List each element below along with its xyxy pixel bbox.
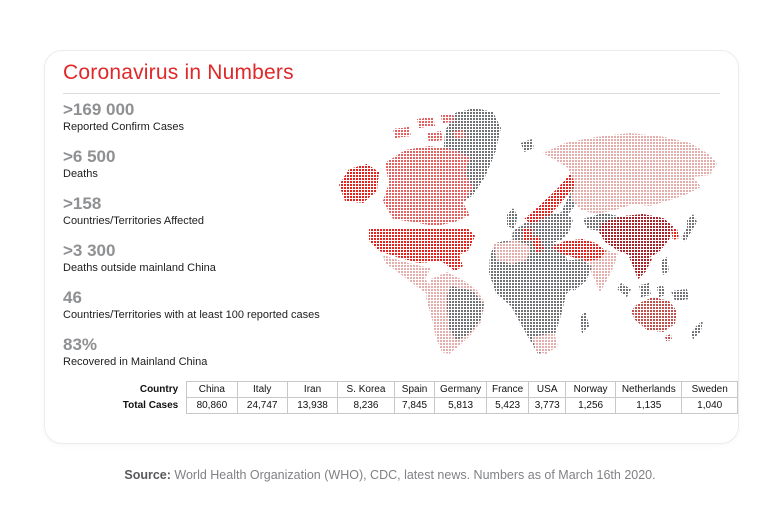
- map-region-borneo: [639, 283, 651, 297]
- table-cell-value: 1,040: [681, 397, 738, 414]
- stat-value: >6 500: [63, 147, 116, 166]
- map-region-tasmania: [665, 334, 672, 341]
- table-col-header: Germany: [434, 381, 487, 398]
- map-region-philippines: [661, 257, 669, 275]
- map-region-australia: [631, 297, 677, 332]
- table-col-header: France: [485, 381, 530, 398]
- stat-value: 46: [63, 288, 82, 307]
- map-region-denmark-netherlands: [522, 227, 532, 242]
- stats-panel: >169 000 Reported Confirm Cases >6 500 Deat…: [63, 99, 335, 381]
- table-col-header: USA: [528, 381, 567, 398]
- world-dot-map: [335, 103, 725, 361]
- map-region-sulawesi: [657, 285, 665, 297]
- table-cell-value: 5,423: [485, 397, 530, 414]
- source-label: Source:: [124, 468, 171, 482]
- stat-label: Recovered in Mainland China: [63, 356, 208, 368]
- map-region-japan: [681, 214, 697, 242]
- stat-block: >158 Countries/Territories Affected: [63, 193, 335, 228]
- map-region-united-kingdom: [507, 208, 518, 229]
- source-line: Source: World Health Organization (WHO),…: [0, 468, 780, 482]
- stat-label: Countries/Territories Affected: [63, 215, 205, 227]
- map-region-madagascar: [580, 312, 589, 334]
- page-title: Coronavirus in Numbers: [63, 61, 294, 84]
- table-col-header: Sweden: [681, 381, 738, 398]
- stat-value: >169 000: [63, 100, 135, 119]
- map-region-canada-arctic-5: [453, 130, 465, 139]
- stat-block: >169 000 Reported Confirm Cases: [63, 99, 335, 134]
- stat-label: Deaths outside mainland China: [63, 262, 216, 274]
- stat-block: 46 Countries/Territories with at least 10…: [63, 287, 335, 322]
- map-region-arabia: [562, 259, 592, 291]
- map-region-canada-arctic-4: [427, 131, 443, 142]
- title-divider: [63, 93, 720, 94]
- map-region-usa: [369, 228, 475, 271]
- map-region-iberia: [499, 247, 521, 263]
- table-col-header: S. Korea: [337, 381, 395, 398]
- map-region-norway: [524, 171, 582, 224]
- stat-value: >158: [63, 194, 102, 213]
- map-region-indochina: [629, 253, 652, 279]
- stat-label: Reported Confirm Cases: [63, 121, 185, 133]
- source-text: World Health Organization (WHO), CDC, la…: [170, 468, 656, 482]
- stat-value: >3 300: [63, 241, 116, 260]
- stat-block: 83% Recovered in Mainland China: [63, 334, 335, 369]
- map-region-africa: [489, 238, 580, 354]
- world-map-svg: [339, 108, 717, 354]
- stat-label: Deaths: [63, 168, 98, 180]
- table-col-header: Iran: [286, 381, 339, 398]
- table-cell-value: 80,860: [186, 397, 238, 414]
- map-region-south-africa: [532, 333, 558, 354]
- stat-block: >6 500 Deaths: [63, 146, 335, 181]
- map-region-canada-arctic-2: [417, 117, 435, 128]
- stat-value: 83%: [63, 335, 98, 354]
- table-col-header: Norway: [565, 381, 617, 398]
- stat-label: Countries/Territories with at least 100 …: [63, 309, 320, 321]
- map-region-sumatra: [617, 283, 631, 297]
- map-region-canada-arctic-1: [393, 127, 411, 138]
- table-cell-value: 8,236: [337, 397, 395, 414]
- table-row-label: Total Cases: [122, 400, 179, 411]
- table-cell-value: 7,845: [393, 397, 436, 414]
- map-region-italy: [531, 236, 544, 254]
- infographic-card: Coronavirus in Numbers >169 000 Reported …: [44, 50, 739, 444]
- map-region-south-korea: [671, 228, 679, 240]
- map-region-iceland: [521, 139, 534, 152]
- table-cell-value: 3,773: [528, 397, 567, 414]
- map-region-canada: [383, 146, 473, 226]
- table-col-header: Netherlands: [615, 381, 683, 398]
- map-region-russia: [543, 133, 717, 214]
- map-region-new-zealand: [691, 321, 703, 339]
- table-col-header: China: [186, 381, 238, 398]
- map-region-new-guinea: [671, 289, 689, 301]
- map-region-india: [588, 250, 618, 292]
- cases-table-wrap: Country China Italy Iran S. Korea Spain German…: [101, 381, 738, 414]
- stat-block: >3 300 Deaths outside mainland China: [63, 240, 335, 275]
- map-region-brazil: [447, 286, 484, 341]
- map-region-china: [599, 214, 673, 260]
- map-region-alaska: [339, 164, 379, 203]
- table-cell-value: 1,256: [565, 397, 617, 414]
- table-col-header: Italy: [236, 381, 288, 398]
- table-col-header: Spain: [393, 381, 436, 398]
- table-cell-value: 13,938: [286, 397, 339, 414]
- table-cell-value: 1,135: [615, 397, 683, 414]
- table-cell-value: 5,813: [434, 397, 487, 414]
- cases-table: Country China Italy Iran S. Korea Spain German…: [101, 381, 738, 414]
- map-region-canada-arctic-3: [441, 114, 454, 123]
- map-region-svalbard: [655, 136, 663, 144]
- table-corner-label: Country: [139, 384, 179, 395]
- map-region-middle-east: [551, 239, 606, 261]
- table-cell-value: 24,747: [236, 397, 288, 414]
